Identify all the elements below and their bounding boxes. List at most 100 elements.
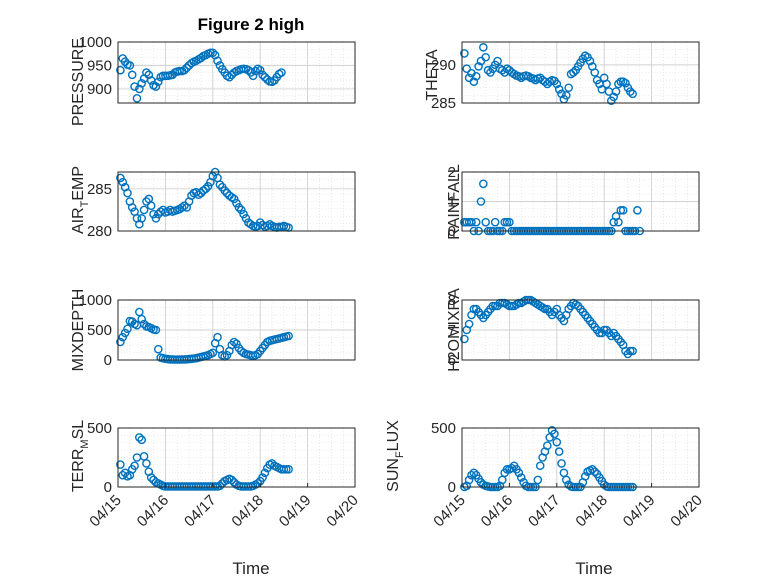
data-point — [255, 218, 265, 227]
data-point — [241, 214, 251, 223]
data-point — [488, 301, 498, 311]
data-point — [588, 464, 597, 474]
data-point — [232, 339, 241, 349]
data-point — [180, 201, 189, 211]
data-point — [514, 468, 524, 478]
ylabel-air-temp-main: AIR — [70, 207, 87, 234]
panel-mixdepth: 1000 500 0 — [79, 292, 356, 369]
y-tick-label: 1000 — [79, 34, 112, 51]
data-point — [611, 87, 621, 96]
data-point — [554, 84, 564, 94]
y-tick-label: 0 — [104, 479, 112, 496]
ylabel-h2omixra: H2OMIXRA — [446, 288, 463, 372]
data-point — [258, 70, 267, 80]
data-point — [464, 319, 474, 329]
data-point — [493, 56, 502, 66]
data-point — [146, 201, 156, 211]
data-point — [557, 89, 566, 99]
data-point — [585, 56, 595, 66]
data-point — [203, 182, 213, 191]
y-tick-label: 285 — [431, 95, 456, 112]
data-point — [507, 301, 517, 311]
data-point — [135, 433, 144, 442]
data-point — [118, 177, 128, 187]
data-point — [213, 332, 222, 342]
data-point — [258, 473, 267, 482]
data-point — [616, 77, 626, 86]
data-point — [476, 197, 486, 206]
panel-rainfall: 2 1 0 — [448, 164, 700, 240]
data-point — [590, 467, 600, 476]
data-point — [460, 49, 469, 58]
data-point — [260, 72, 270, 82]
y-tick-label: 285 — [87, 181, 112, 198]
ylabel-pressure: PRESSURE — [70, 38, 87, 126]
data-point — [116, 460, 125, 469]
panel-h2omixra: 8 7 6 — [448, 292, 700, 369]
data-point — [227, 192, 237, 202]
data-point — [220, 186, 229, 195]
data-point — [464, 475, 474, 485]
data-point — [137, 78, 146, 88]
data-point — [469, 468, 479, 478]
data-point — [194, 190, 203, 200]
data-point — [153, 344, 163, 354]
xlabel-left: Time — [232, 559, 269, 578]
data-point — [265, 219, 274, 229]
data-point — [628, 89, 637, 99]
data-point — [564, 83, 573, 93]
data-point — [123, 188, 132, 198]
data-point — [208, 171, 218, 181]
data-point — [481, 217, 491, 227]
data-point — [215, 180, 225, 189]
data-point — [118, 332, 128, 342]
ylabel-air-temp: AIRTEMP — [70, 166, 91, 234]
data-point — [625, 87, 635, 96]
data-point — [130, 461, 139, 471]
data-point — [232, 198, 241, 208]
data-point — [139, 205, 149, 215]
data-point — [569, 68, 578, 77]
y-tick-label: 6 — [448, 352, 456, 369]
data-point — [614, 217, 623, 227]
data-point — [500, 217, 509, 227]
data-point — [210, 482, 220, 491]
data-point — [229, 337, 239, 347]
y-tick-label: 500 — [87, 322, 112, 339]
axes-box — [461, 171, 700, 232]
data-point — [561, 475, 571, 485]
data-point — [284, 464, 293, 474]
data-point — [602, 79, 611, 89]
data-point — [227, 475, 237, 485]
data-point — [142, 197, 151, 206]
data-point — [182, 63, 192, 73]
data-point — [153, 77, 163, 87]
data-point — [625, 346, 635, 356]
data-point — [132, 94, 142, 103]
ylabel-theta: THETA — [424, 49, 441, 101]
data-point — [507, 463, 517, 473]
data-point — [471, 72, 481, 81]
y-tick-label: 280 — [87, 223, 112, 240]
data-point — [590, 68, 600, 77]
ylabel-sun-flux-main: SUN — [385, 458, 402, 492]
data-point — [462, 217, 472, 227]
data-point — [552, 437, 562, 447]
data-point — [116, 173, 125, 183]
data-point — [149, 209, 158, 219]
data-point — [628, 346, 637, 356]
data-point — [151, 82, 161, 91]
data-point — [616, 206, 626, 215]
data-point — [208, 48, 218, 58]
ylabel-terr-msl-sub: M — [79, 439, 91, 448]
data-point — [281, 464, 291, 474]
y-tick-label: 1000 — [79, 292, 112, 309]
data-point — [213, 56, 222, 66]
figure-title: Figure 2 high — [198, 15, 305, 34]
data-point — [239, 209, 248, 219]
data-point — [260, 468, 270, 478]
data-point — [125, 61, 135, 70]
y-tick-label: 290 — [431, 57, 456, 74]
data-point — [123, 324, 132, 334]
